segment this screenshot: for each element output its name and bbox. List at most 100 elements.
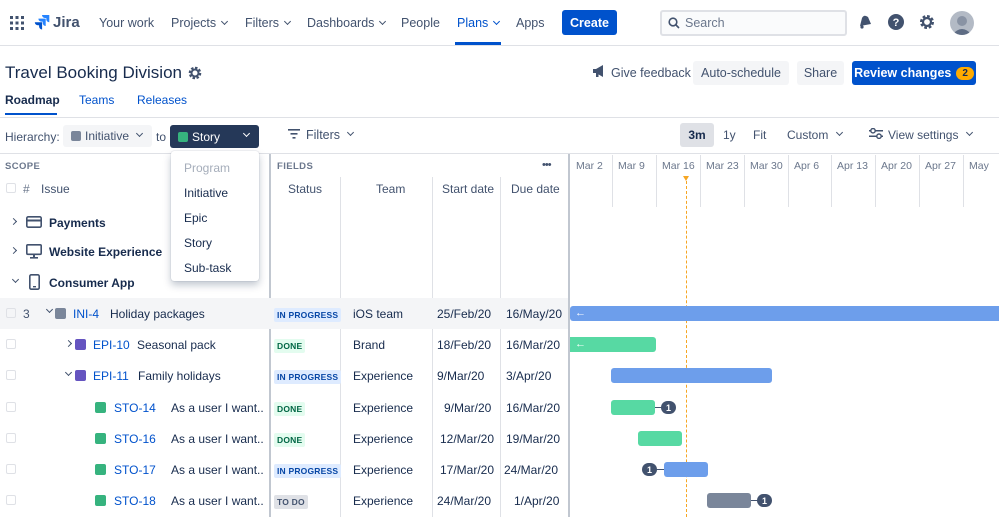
start-date-cell[interactable]: 17/Mar/20 xyxy=(440,463,495,477)
status-badge[interactable]: IN PROGRESS xyxy=(274,370,342,384)
issue-key[interactable]: INI-4 xyxy=(73,307,100,321)
tab-teams[interactable]: Teams xyxy=(79,93,115,107)
range-custom-select[interactable]: Custom xyxy=(787,128,844,142)
due-date-cell[interactable]: 1/Apr/20 xyxy=(514,494,560,508)
row-checkbox[interactable] xyxy=(6,339,16,349)
start-date-cell[interactable]: 25/Feb/20 xyxy=(437,307,492,321)
tab-roadmap[interactable]: Roadmap xyxy=(5,93,60,107)
chevron-down-icon[interactable] xyxy=(11,275,20,284)
status-badge[interactable]: DONE xyxy=(274,402,306,416)
timeline-bar[interactable] xyxy=(611,368,772,383)
plan-settings-gear-icon[interactable] xyxy=(187,65,203,84)
due-date-cell[interactable]: 16/Mar/20 xyxy=(506,401,561,415)
team-column-header[interactable]: Team xyxy=(376,182,406,196)
row-checkbox[interactable] xyxy=(6,402,16,412)
timeline-bar[interactable] xyxy=(611,400,655,415)
start-date-cell[interactable]: 9/Mar/20 xyxy=(437,369,485,383)
nav-dashboards[interactable]: Dashboards xyxy=(307,16,387,30)
share-button[interactable]: Share xyxy=(797,61,844,85)
chevron-down-icon[interactable] xyxy=(64,368,73,377)
chevron-right-icon[interactable] xyxy=(9,246,18,255)
team-cell[interactable]: Experience xyxy=(353,369,414,383)
due-date-cell[interactable]: 16/Mar/20 xyxy=(506,338,561,352)
status-badge[interactable]: DONE xyxy=(274,433,306,447)
dropdown-option-story[interactable]: Story xyxy=(184,236,213,250)
notifications-icon[interactable] xyxy=(857,14,873,33)
row-checkbox[interactable] xyxy=(6,495,16,505)
hierarchy-to-select[interactable]: Story xyxy=(170,125,259,148)
status-badge[interactable]: IN PROGRESS xyxy=(274,308,342,322)
user-avatar[interactable] xyxy=(950,11,974,35)
range-1y-button[interactable]: 1y xyxy=(723,128,736,142)
team-cell[interactable]: Experience xyxy=(353,463,414,477)
due-date-cell[interactable]: 16/May/20 xyxy=(506,307,563,321)
status-column-header[interactable]: Status xyxy=(288,182,323,196)
row-checkbox[interactable] xyxy=(6,464,16,474)
fields-more-icon[interactable]: ••• xyxy=(542,159,552,171)
dependency-count-badge[interactable]: 1 xyxy=(661,401,676,414)
issue-key[interactable]: STO-17 xyxy=(114,463,156,477)
hierarchy-from-select[interactable]: Initiative xyxy=(63,125,152,147)
dropdown-option-sub-task[interactable]: Sub-task xyxy=(184,261,232,275)
team-cell[interactable]: Experience xyxy=(353,432,414,446)
view-settings-button[interactable]: View settings xyxy=(869,127,974,142)
start-date-cell[interactable]: 18/Feb/20 xyxy=(437,338,492,352)
start-date-cell[interactable]: 12/Mar/20 xyxy=(440,432,495,446)
review-changes-button[interactable]: Review changes 2 xyxy=(852,61,976,85)
dependency-count-badge[interactable]: 1 xyxy=(757,494,772,507)
search-input[interactable]: Search xyxy=(660,10,847,36)
issue-key[interactable]: STO-18 xyxy=(114,494,156,508)
brand-name[interactable]: Jira xyxy=(53,14,80,31)
issue-key[interactable]: STO-16 xyxy=(114,432,156,446)
nav-plans[interactable]: Plans xyxy=(457,16,501,30)
chevron-right-icon[interactable] xyxy=(64,339,73,348)
issue-key[interactable]: STO-14 xyxy=(114,401,156,415)
nav-filters[interactable]: Filters xyxy=(245,16,292,30)
create-button[interactable]: Create xyxy=(562,10,617,35)
status-badge[interactable]: DONE xyxy=(274,339,306,353)
due-date-column-header[interactable]: Due date xyxy=(511,182,560,196)
help-icon[interactable]: ? xyxy=(887,13,905,34)
start-date-column-header[interactable]: Start date xyxy=(442,182,495,196)
give-feedback-button[interactable]: Give feedback xyxy=(592,65,691,81)
nav-apps[interactable]: Apps xyxy=(516,16,545,30)
nav-people[interactable]: People xyxy=(401,16,440,30)
filters-button[interactable]: Filters xyxy=(288,128,355,142)
auto-schedule-button[interactable]: Auto-schedule xyxy=(693,61,789,85)
row-checkbox[interactable] xyxy=(6,370,16,380)
timeline-bar[interactable]: ← xyxy=(570,306,999,321)
timeline-bar[interactable]: ← xyxy=(570,337,656,352)
dropdown-option-epic[interactable]: Epic xyxy=(184,211,208,225)
dropdown-option-initiative[interactable]: Initiative xyxy=(184,186,229,200)
team-cell[interactable]: Experience xyxy=(353,494,414,508)
tab-releases[interactable]: Releases xyxy=(137,93,188,107)
jira-logo-icon[interactable] xyxy=(34,14,50,33)
range-3m-button[interactable]: 3m xyxy=(680,123,714,147)
issue-key[interactable]: EPI-11 xyxy=(93,369,129,383)
start-date-cell[interactable]: 24/Mar/20 xyxy=(437,494,492,508)
team-cell[interactable]: Experience xyxy=(353,401,414,415)
issue-key[interactable]: EPI-10 xyxy=(93,338,130,352)
timeline-bar[interactable] xyxy=(638,431,682,446)
timeline-date: Apr 20 xyxy=(881,160,912,172)
chevron-right-icon[interactable] xyxy=(9,217,18,226)
nav-projects[interactable]: Projects xyxy=(171,16,229,30)
timeline-bar[interactable] xyxy=(664,462,708,477)
team-cell[interactable]: iOS team xyxy=(353,307,404,321)
due-date-cell[interactable]: 19/Mar/20 xyxy=(506,432,561,446)
due-date-cell[interactable]: 24/Mar/20 xyxy=(504,463,559,477)
status-badge[interactable]: IN PROGRESS xyxy=(274,464,342,478)
row-checkbox[interactable] xyxy=(6,433,16,443)
timeline-bar[interactable] xyxy=(707,493,751,508)
nav-your-work[interactable]: Your work xyxy=(99,16,155,30)
row-checkbox[interactable] xyxy=(6,308,16,318)
dependency-count-badge[interactable]: 1 xyxy=(642,463,657,476)
start-date-cell[interactable]: 9/Mar/20 xyxy=(444,401,492,415)
team-cell[interactable]: Brand xyxy=(353,338,386,352)
select-all-checkbox[interactable] xyxy=(6,183,16,193)
status-badge[interactable]: TO DO xyxy=(274,495,308,509)
due-date-cell[interactable]: 3/Apr/20 xyxy=(506,369,552,383)
app-switcher-icon[interactable] xyxy=(10,16,24,33)
settings-gear-icon[interactable] xyxy=(918,13,936,34)
range-fit-button[interactable]: Fit xyxy=(753,128,767,142)
